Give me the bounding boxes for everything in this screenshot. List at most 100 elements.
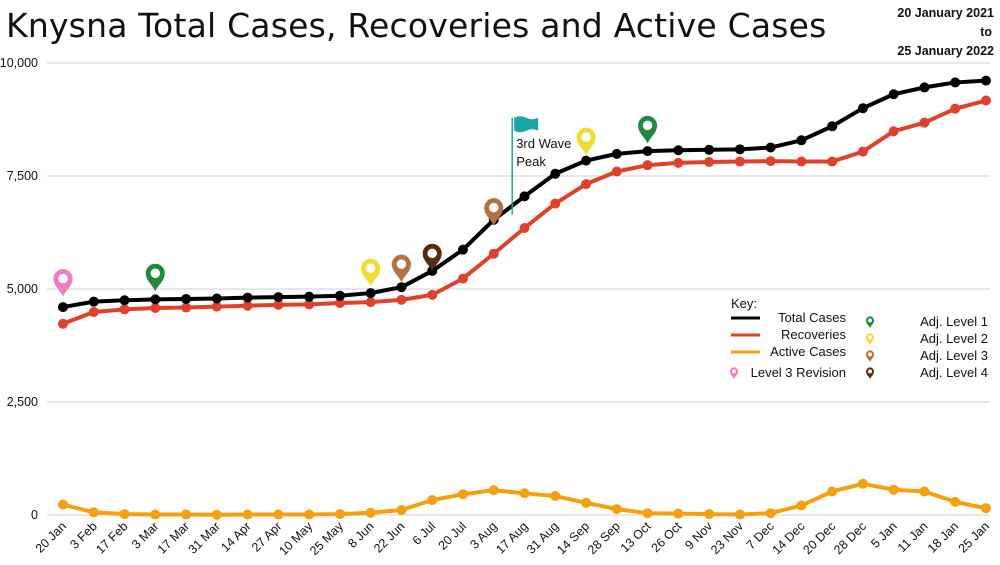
data-point [211, 293, 222, 304]
level4-pin-icon-hole [427, 248, 437, 259]
data-point [304, 509, 315, 520]
level2-pin-icon [576, 127, 596, 156]
date-range: 20 January 2021 to 25 January 2022 [897, 4, 994, 61]
level1-pin-icon [638, 115, 658, 144]
data-point [304, 299, 315, 310]
data-point [519, 222, 530, 233]
x-tick-label: 17 Feb [93, 519, 130, 556]
annotation-line1: 3rd Wave [516, 136, 571, 151]
x-tick-label: 13 Oct [618, 519, 654, 555]
data-point [857, 478, 868, 489]
data-point [796, 135, 807, 146]
data-point [211, 509, 222, 520]
data-point [181, 302, 192, 313]
data-point [519, 191, 530, 202]
date-range-from: 20 January 2021 [897, 6, 994, 20]
data-point [796, 156, 807, 167]
legend-label-recoveries: Recoveries [781, 327, 847, 342]
x-tick-label: 20 Jan [33, 519, 69, 555]
date-range-to: 25 January 2022 [897, 44, 994, 58]
series-line-recoveries [61, 98, 988, 326]
x-tick-label: 31 Mar [186, 519, 223, 556]
data-point [642, 160, 653, 171]
data-point [119, 509, 130, 520]
data-point [457, 244, 468, 255]
x-tick-label: 28 Sep [585, 519, 623, 557]
data-point [827, 121, 838, 132]
level3-revision-pin-icon [53, 269, 73, 297]
level1-pin-icon-hole [642, 120, 653, 131]
data-point [550, 198, 561, 209]
legend-level4-pin-icon [866, 367, 874, 379]
x-tick-label: 20 Dec [800, 519, 838, 557]
x-tick-label: 6 Jul [410, 519, 439, 548]
data-point [119, 295, 130, 306]
data-point [704, 509, 715, 520]
data-point [673, 145, 684, 156]
data-point [857, 146, 868, 157]
third-wave-flag: 3rd Wave Peak [511, 116, 571, 215]
legend-label-level4: Adj. Level 4 [920, 365, 988, 380]
data-point [58, 499, 68, 510]
data-point [242, 300, 253, 311]
data-point [734, 144, 745, 155]
data-point [273, 509, 284, 520]
level3-pin-icon [484, 198, 504, 226]
data-point [304, 291, 315, 302]
data-point [396, 294, 407, 305]
x-tick-label: 25 Jan [956, 519, 992, 555]
x-tick-label: 14 Sep [554, 519, 592, 557]
data-point [611, 166, 622, 177]
legend-level2-pin-icon-hole [868, 335, 872, 340]
data-point [981, 75, 991, 86]
x-tick-label: 26 Oct [649, 519, 685, 555]
legend-level1-pin-icon-hole [868, 318, 872, 323]
data-point [734, 509, 745, 520]
data-point [581, 179, 592, 190]
level4-pin-icon [422, 243, 442, 272]
data-point [673, 508, 684, 519]
legend-label-level1: Adj. Level 1 [920, 314, 988, 329]
x-tick-label: 28 Dec [831, 519, 869, 557]
markers-group [53, 115, 658, 297]
y-tick-label: 0 [31, 508, 38, 522]
data-point [273, 292, 284, 303]
data-point [581, 155, 592, 166]
legend-title: Key: [731, 296, 757, 311]
data-point [581, 497, 592, 508]
level1-pin-icon-hole [150, 268, 161, 278]
legend-level3-revision-pin-icon-hole [732, 369, 736, 374]
data-point [888, 89, 899, 100]
y-axis-ticks: 0 2,500 5,000 7,500 10,000 [0, 56, 38, 522]
data-point [765, 508, 776, 519]
data-point [88, 307, 99, 318]
data-point [58, 318, 68, 329]
data-point [150, 294, 161, 305]
annotation-line2: Peak [516, 154, 546, 169]
data-point [704, 144, 715, 155]
data-point [919, 486, 930, 497]
data-point [365, 507, 376, 518]
data-point [88, 296, 99, 307]
level3-pin-icon [391, 254, 411, 283]
data-point [950, 103, 961, 114]
data-point [365, 297, 376, 308]
gridlines [47, 62, 990, 516]
data-point [181, 293, 192, 304]
data-point [950, 496, 961, 507]
level3-pin-icon-hole [488, 202, 499, 213]
data-point [857, 103, 868, 114]
data-point [365, 288, 376, 299]
data-point [550, 491, 561, 502]
legend-label-level3-revision: Level 3 Revision [751, 365, 846, 380]
data-point [457, 273, 468, 284]
chart-title: Knysna Total Cases, Recoveries and Activ… [6, 6, 827, 45]
data-point [550, 168, 561, 179]
data-point [919, 82, 930, 93]
data-point [642, 146, 653, 157]
data-point [704, 156, 715, 167]
data-point [334, 298, 345, 309]
legend-level3-pin-icon [866, 350, 874, 362]
level2-pin-icon [361, 258, 381, 287]
data-point [765, 142, 776, 153]
